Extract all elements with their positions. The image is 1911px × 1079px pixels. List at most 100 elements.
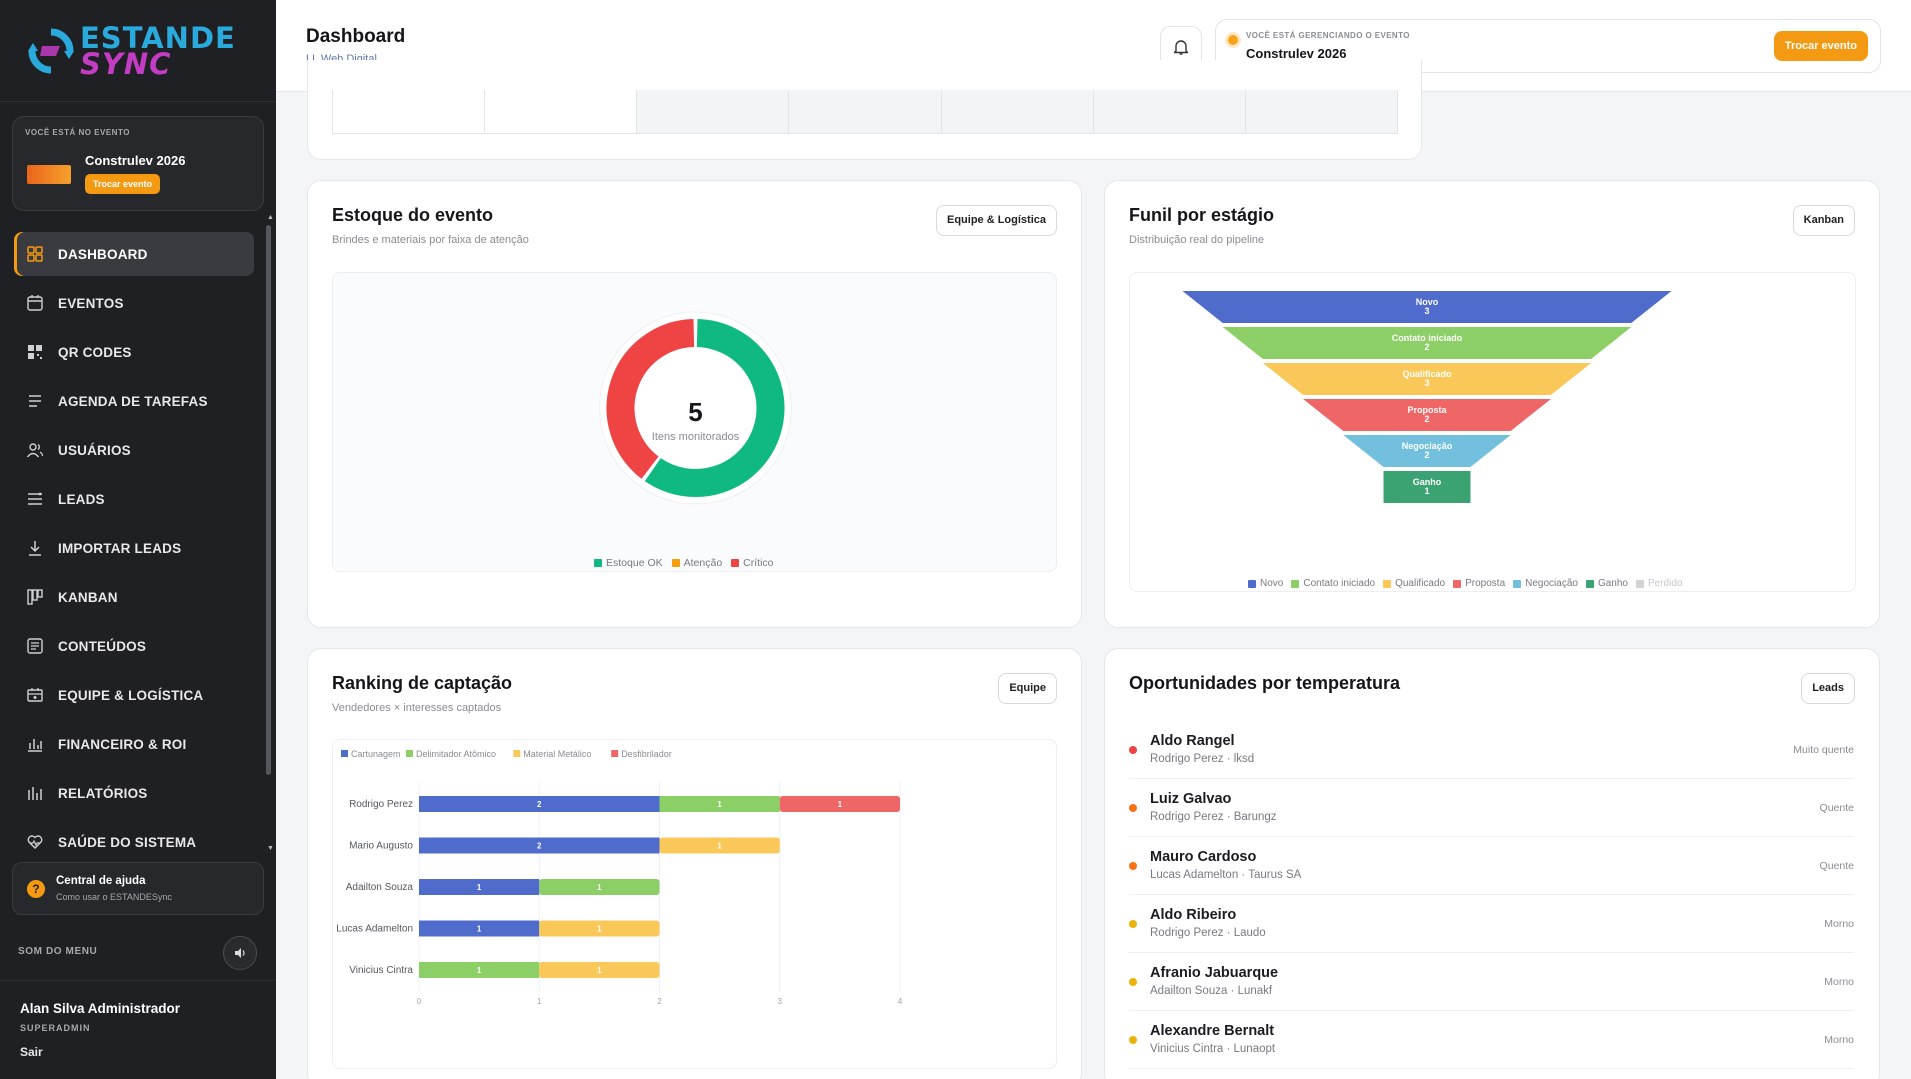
calendar-card-partial: [307, 60, 1422, 160]
bar-x-tick: 2: [657, 997, 662, 1006]
sidebar-item-conte-dos[interactable]: CONTEÚDOS: [14, 624, 254, 668]
funnel-stage-4: [1343, 435, 1511, 467]
bar-legend-label: Delimitador Atômico: [416, 749, 496, 759]
bar-category-label: Vinicius Cintra: [349, 965, 413, 976]
funnel-legend-item[interactable]: Contato iniciado: [1291, 578, 1375, 589]
temperature-label: Quente: [1819, 802, 1854, 814]
top-header: Dashboard LL Web Digital VOCÊ ESTÁ GEREN…: [276, 0, 1911, 92]
sidebar-item-usu-rios[interactable]: USUÁRIOS: [14, 428, 254, 472]
bell-icon: [1173, 40, 1189, 55]
stock-title: Estoque do evento: [332, 205, 494, 225]
bar-chart-icon: [26, 735, 44, 753]
legend-item-ok[interactable]: Estoque OK: [594, 557, 663, 569]
opportunity-row[interactable]: Mauro Cardoso Lucas Adamelton · Taurus SA…: [1129, 837, 1854, 895]
scrollbar-thumb[interactable]: [266, 225, 271, 775]
ranking-subtitle: Vendedores × interesses captados: [332, 702, 502, 714]
funnel-legend-item[interactable]: Proposta: [1453, 578, 1505, 589]
user-role: SUPERADMIN: [20, 1023, 91, 1033]
funnel-legend-item[interactable]: Qualificado: [1383, 578, 1445, 589]
help-subtitle: Como usar o ESTANDESync: [56, 892, 172, 902]
bar-segment: [539, 879, 660, 895]
funnel-stage-5: [1383, 471, 1471, 503]
event-name: Construlev 2026: [85, 153, 186, 168]
donut-center-label: Itens monitorados: [651, 431, 740, 443]
sidebar-item-eventos[interactable]: EVENTOS: [14, 281, 254, 325]
user-name: Alan Silva Administrador: [20, 1001, 181, 1016]
sidebar-nav: DASHBOARD EVENTOS QR CODES AGENDA DE TAREFA…: [14, 232, 254, 869]
report-icon: [26, 784, 44, 802]
bar-segment: [539, 962, 660, 978]
funnel-legend-item[interactable]: Perdido: [1635, 578, 1682, 589]
lead-name: Mauro Cardoso: [1150, 849, 1257, 865]
ranking-bar-chart: Cartunagem Delimitador Atômico Material Me…: [336, 749, 902, 1006]
legend-swatch: [1291, 579, 1300, 588]
scroll-up-arrow-icon[interactable]: ▲: [267, 214, 274, 221]
funnel-legend: Novo Contato iniciado Qualificado Proposta N…: [1248, 578, 1682, 589]
leads-button[interactable]: Leads: [1801, 673, 1855, 704]
temperature-dot: [1129, 978, 1137, 986]
help-center-card[interactable]: ? Central de ajuda Como usar o ESTANDESy…: [12, 862, 264, 915]
opportunity-row[interactable]: Alexandre Bernalt Vinicius Cintra · Lunao…: [1129, 1011, 1854, 1069]
sound-toggle-button[interactable]: [223, 936, 257, 970]
brand-wordmark: ESTANDE SYNC: [80, 23, 236, 78]
sidebar-item-kanban[interactable]: KANBAN: [14, 575, 254, 619]
sidebar-item-label: AGENDA DE TAREFAS: [58, 393, 208, 409]
sidebar-item-leads[interactable]: LEADS: [14, 477, 254, 521]
event-thumbnail: [27, 165, 71, 184]
leads-icon: [26, 490, 44, 508]
managing-event-name: Construlev 2026: [1246, 46, 1347, 61]
logistics-icon: [26, 686, 44, 704]
sidebar-swap-event-button[interactable]: Trocar evento: [85, 174, 161, 194]
opportunity-row[interactable]: Aldo Rangel Rodrigo Perez · lksd Muito que…: [1129, 721, 1854, 779]
bar-x-tick: 0: [417, 997, 422, 1006]
kanban-button[interactable]: Kanban: [1792, 205, 1855, 236]
sidebar-item-agenda-de-tarefas[interactable]: AGENDA DE TAREFAS: [14, 379, 254, 423]
brand-logo[interactable]: ESTANDE SYNC: [0, 0, 276, 102]
funnel-legend-item[interactable]: Novo: [1248, 578, 1283, 589]
bar-x-tick: 3: [778, 997, 783, 1006]
lead-meta: Rodrigo Perez · Laudo: [1150, 927, 1266, 939]
lead-name: Afranio Jabuarque: [1150, 965, 1279, 981]
ranking-title: Ranking de captação: [332, 673, 513, 693]
heart-icon: [26, 833, 44, 851]
funnel-stage-count: 2: [1424, 450, 1429, 460]
temperature-dot: [1129, 920, 1137, 928]
sidebar-item-importar-leads[interactable]: IMPORTAR LEADS: [14, 526, 254, 570]
lead-name: Alexandre Bernalt: [1150, 1023, 1275, 1039]
opportunity-row[interactable]: Aldo Ribeiro Rodrigo Perez · Laudo Morno: [1129, 895, 1854, 953]
lead-name: Aldo Ribeiro: [1150, 907, 1237, 923]
bar-value-label: 1: [597, 925, 602, 934]
temperature-label: Muito quente: [1793, 744, 1854, 756]
scroll-down-arrow-icon[interactable]: ▼: [267, 845, 274, 852]
sidebar-item-label: RELATÓRIOS: [58, 785, 148, 801]
sidebar-item-relat-rios[interactable]: RELATÓRIOS: [14, 771, 254, 815]
legend-swatch: [1585, 579, 1594, 588]
team-button[interactable]: Equipe: [998, 673, 1057, 704]
logout-link[interactable]: Sair: [20, 1045, 43, 1059]
sidebar-item-qr-codes[interactable]: QR CODES: [14, 330, 254, 374]
download-icon: [26, 539, 44, 557]
opportunity-row[interactable]: Luiz Galvao Rodrigo Perez · Barungz Quente: [1129, 779, 1854, 837]
bar-value-label: 2: [537, 842, 542, 851]
header-swap-event-button[interactable]: Trocar evento: [1773, 31, 1868, 61]
bar-category-label: Rodrigo Perez: [349, 799, 413, 810]
sidebar-item-dashboard[interactable]: DASHBOARD: [14, 232, 254, 276]
sidebar-scrollbar[interactable]: [266, 220, 271, 850]
bar-segment: [659, 837, 780, 854]
legend-swatch: [1513, 579, 1522, 588]
lead-meta: Adailton Souza · Lunakf: [1150, 985, 1273, 997]
sidebar-item-sa-de-do-sistema[interactable]: SAÚDE DO SISTEMA: [14, 820, 254, 864]
sidebar-item-financeiro-roi[interactable]: FINANCEIRO & ROI: [14, 722, 254, 766]
legend-item-critical[interactable]: Crítico: [731, 557, 774, 569]
funnel-stage-2: [1262, 363, 1592, 395]
legend-item-attention[interactable]: Atenção: [671, 557, 722, 569]
team-logistics-button[interactable]: Equipe & Logística: [935, 205, 1057, 236]
sidebar-item-equipe-log-stica[interactable]: EQUIPE & LOGÍSTICA: [14, 673, 254, 717]
legend-label: Ganho: [1597, 578, 1628, 589]
legend-swatch: [1383, 579, 1392, 588]
bar-category-label: Adailton Souza: [346, 882, 414, 893]
funnel-legend-item[interactable]: Negociação: [1513, 578, 1578, 589]
opportunity-row[interactable]: Afranio Jabuarque Adailton Souza · Lunakf…: [1129, 953, 1854, 1011]
funnel-legend-item[interactable]: Ganho: [1585, 578, 1628, 589]
bar-value-label: 1: [597, 966, 602, 975]
